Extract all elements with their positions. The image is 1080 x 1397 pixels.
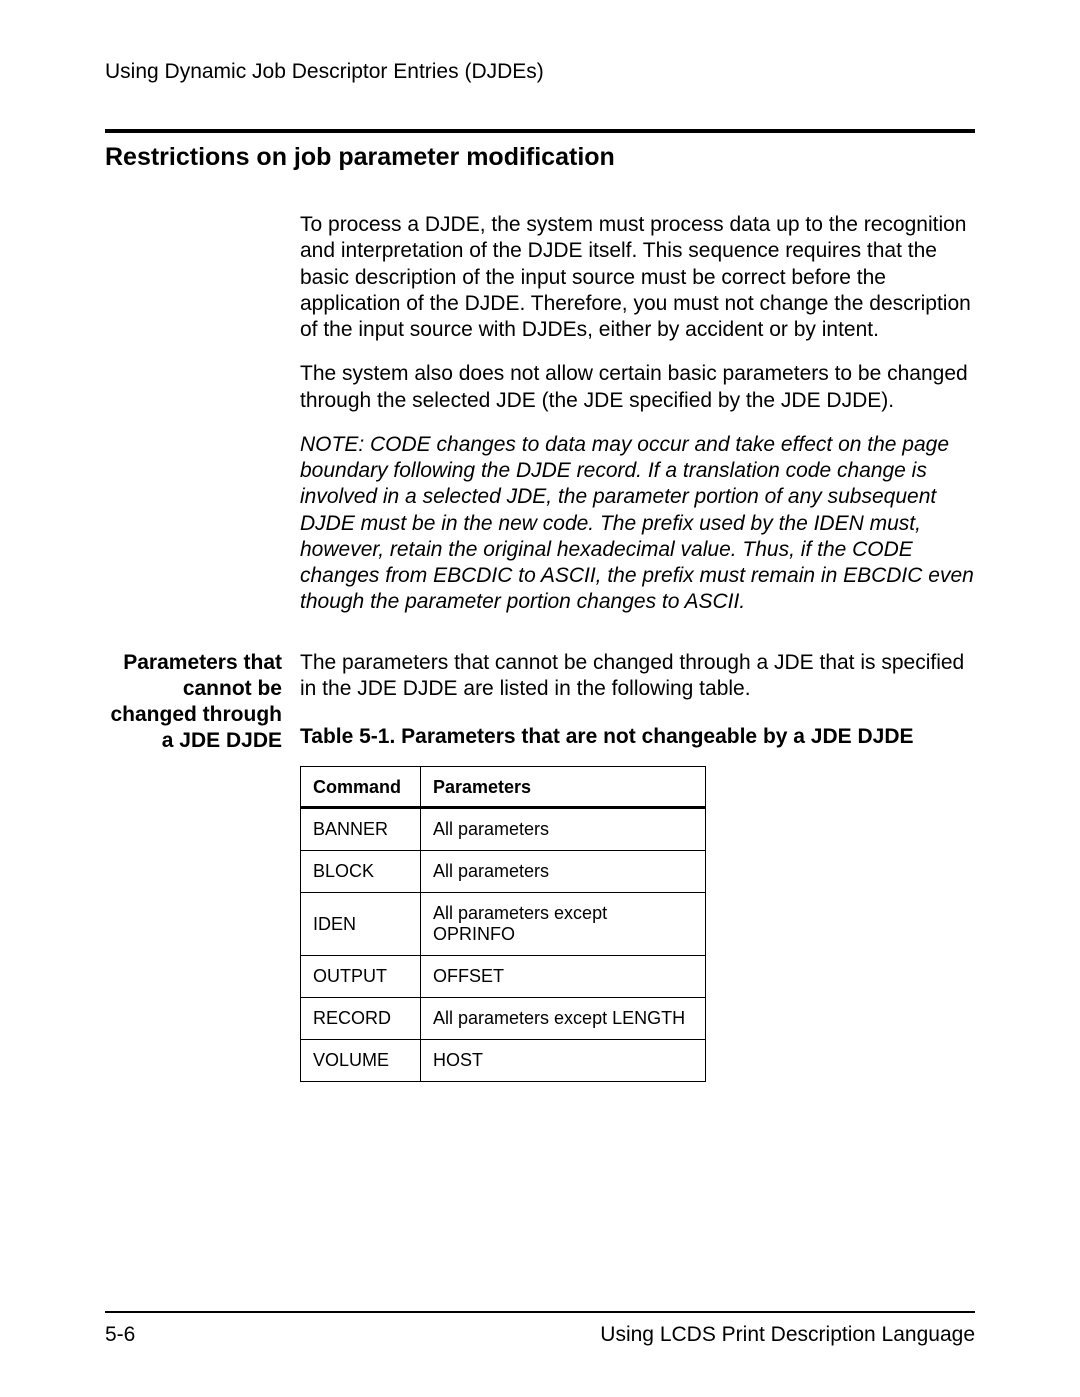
table-row: BANNER All parameters — [301, 808, 706, 851]
book-title: Using LCDS Print Description Language — [600, 1323, 975, 1347]
cell-command: RECORD — [301, 998, 421, 1040]
footer-row: 5-6 Using LCDS Print Description Languag… — [105, 1323, 975, 1347]
cell-parameters: HOST — [421, 1040, 706, 1082]
body-paragraph: The system also does not allow certain b… — [300, 361, 975, 414]
table-row: IDEN All parameters except OPRINFO — [301, 893, 706, 956]
cell-parameters: All parameters except LENGTH — [421, 998, 706, 1040]
cell-parameters: OFFSET — [421, 956, 706, 998]
cell-command: VOLUME — [301, 1040, 421, 1082]
subsection-intro: The parameters that cannot be changed th… — [300, 650, 975, 703]
cell-parameters: All parameters except OPRINFO — [421, 893, 706, 956]
body-paragraph: To process a DJDE, the system must proce… — [300, 212, 975, 343]
note-paragraph: NOTE: CODE changes to data may occur and… — [300, 432, 975, 616]
page-number: 5-6 — [105, 1323, 135, 1347]
cell-command: BLOCK — [301, 851, 421, 893]
table-row: VOLUME HOST — [301, 1040, 706, 1082]
page-footer: 5-6 Using LCDS Print Description Languag… — [105, 1311, 975, 1347]
table-caption: Table 5-1. Parameters that are not chang… — [300, 724, 975, 750]
cell-command: BANNER — [301, 808, 421, 851]
cell-parameters: All parameters — [421, 851, 706, 893]
cell-command: OUTPUT — [301, 956, 421, 998]
running-header: Using Dynamic Job Descriptor Entries (DJ… — [105, 60, 975, 84]
table-row: BLOCK All parameters — [301, 851, 706, 893]
cell-command: IDEN — [301, 893, 421, 956]
section-title: Restrictions on job parameter modificati… — [105, 143, 975, 172]
footer-rule — [105, 1311, 975, 1313]
col-header-parameters: Parameters — [421, 767, 706, 808]
params-table: Command Parameters BANNER All parameters… — [300, 766, 706, 1082]
cell-parameters: All parameters — [421, 808, 706, 851]
subsection-body: The parameters that cannot be changed th… — [300, 650, 975, 1083]
page: Using Dynamic Job Descriptor Entries (DJ… — [0, 0, 1080, 1397]
table-row: RECORD All parameters except LENGTH — [301, 998, 706, 1040]
table-header-row: Command Parameters — [301, 767, 706, 808]
section-body: To process a DJDE, the system must proce… — [300, 212, 975, 616]
section-rule — [105, 129, 975, 133]
table-row: OUTPUT OFFSET — [301, 956, 706, 998]
subsection: Parameters that cannot be changed throug… — [105, 650, 975, 1083]
side-label: Parameters that cannot be changed throug… — [105, 650, 300, 755]
col-header-command: Command — [301, 767, 421, 808]
